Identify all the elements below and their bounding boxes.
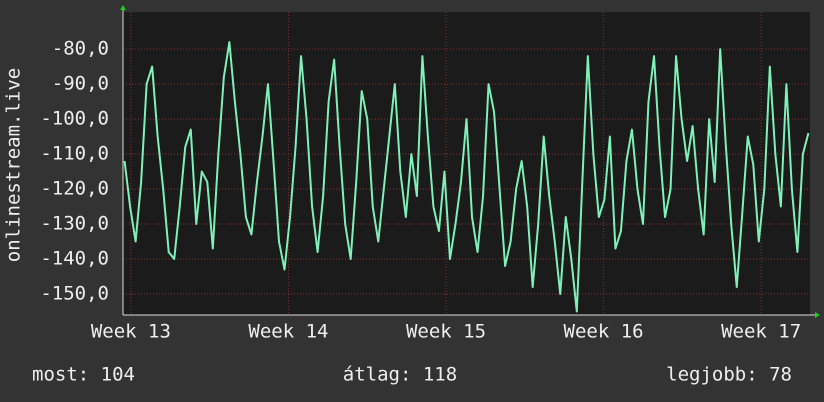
y-tick-label: -130,0 <box>40 213 109 235</box>
y-axis-arrow <box>120 5 126 10</box>
y-tick-label: -140,0 <box>40 248 109 270</box>
x-tick-label: Week 13 <box>91 321 171 343</box>
y-tick-label: -80,0 <box>52 38 109 60</box>
x-tick-label: Week 14 <box>248 321 328 343</box>
footer-average: átlag: 118 <box>343 364 457 386</box>
footer-current: most: 104 <box>32 364 135 386</box>
y-tick-label: -90,0 <box>52 73 109 95</box>
x-axis-arrow <box>815 312 820 318</box>
y-axis-label: onlinestream.live <box>3 68 25 262</box>
data-line <box>123 41 810 313</box>
y-tick-label: -150,0 <box>40 283 109 305</box>
y-tick-label: -110,0 <box>40 143 109 165</box>
footer-best: legjobb: 78 <box>666 364 792 386</box>
x-tick-label: Week 17 <box>721 321 801 343</box>
x-tick-label: Week 15 <box>406 321 486 343</box>
y-tick-label: -100,0 <box>40 108 109 130</box>
y-tick-label: -120,0 <box>40 178 109 200</box>
x-tick-label: Week 16 <box>564 321 644 343</box>
